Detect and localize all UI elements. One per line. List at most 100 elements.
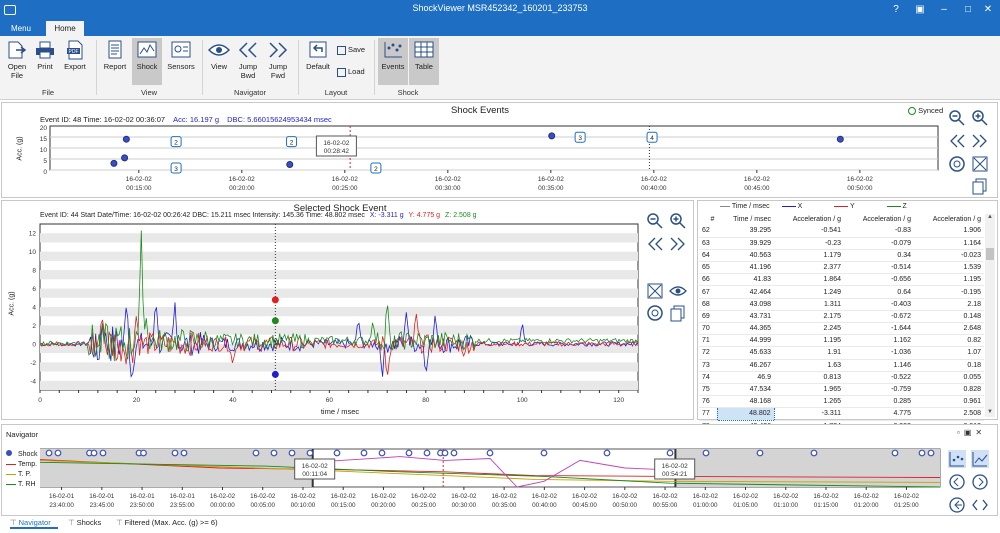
table-cell[interactable]: 1.63	[774, 359, 844, 372]
scrollbar-down-arrow[interactable]: ▼	[987, 409, 993, 415]
table-row[interactable]: 72 45.633 1.91 -1.036 1.07	[699, 346, 984, 360]
tab-menu[interactable]: Menu	[10, 24, 31, 33]
column-header[interactable]: Acceleration / g	[932, 216, 981, 223]
table-cell[interactable]: 43.098	[717, 298, 775, 311]
table-cell[interactable]: 46.9	[717, 371, 775, 384]
navigator-dock-button[interactable]: ▣	[963, 428, 976, 437]
table-cell[interactable]: 47.534	[717, 383, 775, 397]
default-layout-button[interactable]: Default	[302, 38, 334, 85]
report-button[interactable]: Report	[100, 38, 130, 85]
table-cell[interactable]: 39.929	[717, 237, 775, 250]
zoom-in-icon[interactable]	[971, 109, 989, 127]
table-cell[interactable]: -0.541	[774, 225, 844, 238]
next-icon[interactable]	[971, 132, 989, 150]
table-cell[interactable]: 44.999	[717, 334, 775, 348]
reset-icon[interactable]	[948, 155, 966, 173]
shock-marker[interactable]	[252, 449, 260, 457]
table-cell[interactable]: 2.377	[774, 261, 844, 275]
table-cell[interactable]: 1.07	[913, 346, 984, 360]
shock-marker[interactable]	[810, 449, 818, 457]
table-row[interactable]: 73 46.267 1.63 1.146 0.18	[699, 359, 984, 372]
table-cell[interactable]: 0.961	[913, 395, 984, 409]
next-icon[interactable]	[669, 235, 687, 253]
scroll-start-icon[interactable]	[948, 473, 966, 491]
copy-icon[interactable]	[971, 177, 989, 195]
previous-icon[interactable]	[948, 132, 966, 150]
column-header[interactable]: Time / msec	[733, 216, 772, 223]
navigator-chart[interactable]: 16-02-0200:11:0416-02-0200:54:2116-02-01…	[40, 446, 944, 516]
table-cell[interactable]: -1.036	[844, 346, 914, 360]
shock-marker[interactable]	[378, 449, 386, 457]
jump-forward-button[interactable]: Jump Fwd	[264, 38, 292, 85]
table-cell[interactable]: 2.245	[774, 322, 844, 336]
table-cell[interactable]: 63	[699, 237, 718, 250]
export-button[interactable]: PDF Export	[60, 38, 90, 85]
table-cell[interactable]: 72	[699, 346, 718, 360]
shock-marker[interactable]	[450, 449, 458, 457]
scroll-end-icon[interactable]	[971, 473, 989, 491]
shock-marker[interactable]	[333, 449, 341, 457]
table-cell[interactable]: 1.249	[774, 285, 844, 299]
load-layout-button[interactable]: Load	[337, 66, 371, 78]
column-header[interactable]: Acceleration / g	[862, 216, 911, 223]
shock-marker[interactable]	[486, 449, 494, 457]
scrollbar-thumb[interactable]	[986, 248, 994, 260]
column-header[interactable]: Acceleration / g	[792, 216, 841, 223]
table-row[interactable]: 67 42.464 1.249 0.64 -0.195	[699, 285, 984, 299]
table-row[interactable]: 70 44.365 2.245 -1.644 2.648	[699, 322, 984, 336]
table-cell[interactable]: 0.64	[844, 285, 914, 299]
table-cell[interactable]: 2.175	[774, 310, 844, 324]
table-cell[interactable]: 48.802	[716, 407, 775, 421]
table-cell[interactable]: 44.365	[717, 322, 775, 336]
table-cell[interactable]: -0.079	[844, 237, 914, 250]
maximize-button[interactable]: □	[964, 4, 972, 15]
shock-event-point[interactable]	[286, 161, 294, 168]
table-cell[interactable]: 1.265	[774, 395, 844, 409]
table-cell[interactable]: 2.508	[913, 407, 984, 421]
table-row[interactable]: 65 41.196 2.377 -0.514 1.539	[699, 261, 984, 275]
table-cell[interactable]: 2.648	[913, 322, 984, 336]
column-header[interactable]: #	[710, 216, 715, 223]
shock-event-point[interactable]	[122, 135, 130, 143]
shock-marker[interactable]	[45, 449, 53, 457]
table-cell[interactable]: 1.179	[774, 249, 844, 263]
table-cell[interactable]: 1.539	[913, 261, 984, 275]
navigator-float-button[interactable]: ▫	[957, 428, 964, 437]
sensors-button[interactable]: Sensors	[164, 38, 198, 85]
table-cell[interactable]: 66	[699, 273, 718, 287]
table-cell[interactable]: -0.195	[913, 285, 984, 299]
shock-marker[interactable]	[540, 449, 548, 457]
table-row[interactable]: 77 48.802 -3.311 4.775 2.508	[699, 407, 984, 421]
shock-marker[interactable]	[288, 449, 296, 457]
shock-marker[interactable]	[423, 449, 431, 457]
shock-marker[interactable]	[90, 449, 98, 457]
table-cell[interactable]: 69	[699, 310, 718, 324]
shock-marker[interactable]	[702, 449, 710, 457]
shock-marker[interactable]	[918, 449, 926, 457]
table-row[interactable]: 64 40.563 1.179 0.34 -0.023	[699, 249, 984, 263]
shock-event-point[interactable]	[121, 154, 129, 162]
table-cell[interactable]: 62	[699, 225, 718, 238]
line-view-icon[interactable]	[971, 450, 989, 468]
zoom-out-icon[interactable]	[646, 212, 664, 230]
table-cell[interactable]: 43.731	[717, 310, 775, 324]
table-cell[interactable]: 41.83	[717, 273, 775, 287]
status-tab-navigator[interactable]: ⊤ Navigator	[10, 517, 58, 529]
shock-marker[interactable]	[171, 449, 179, 457]
shock-marker[interactable]	[891, 449, 899, 457]
table-cell[interactable]: 0.148	[913, 310, 984, 324]
table-button[interactable]: Table	[409, 38, 439, 85]
shock-marker[interactable]	[180, 449, 188, 457]
expand-range-icon[interactable]	[971, 496, 989, 514]
event-count-badge[interactable]	[286, 136, 298, 148]
scatter-view-icon[interactable]	[948, 450, 966, 468]
table-row[interactable]: 71 44.999 1.195 1.162 0.82	[699, 334, 984, 348]
open-file-button[interactable]: Open File	[3, 38, 31, 85]
shock-view-button[interactable]: Shock	[132, 38, 162, 85]
table-cell[interactable]: 41.196	[717, 261, 775, 275]
table-row[interactable]: 68 43.098 1.311 -0.403 2.18	[699, 298, 984, 311]
shock-event-point[interactable]	[110, 159, 118, 167]
table-cell[interactable]: 0.813	[774, 371, 844, 384]
table-cell[interactable]: 1.195	[774, 334, 844, 348]
table-cell[interactable]: -0.759	[844, 383, 914, 397]
